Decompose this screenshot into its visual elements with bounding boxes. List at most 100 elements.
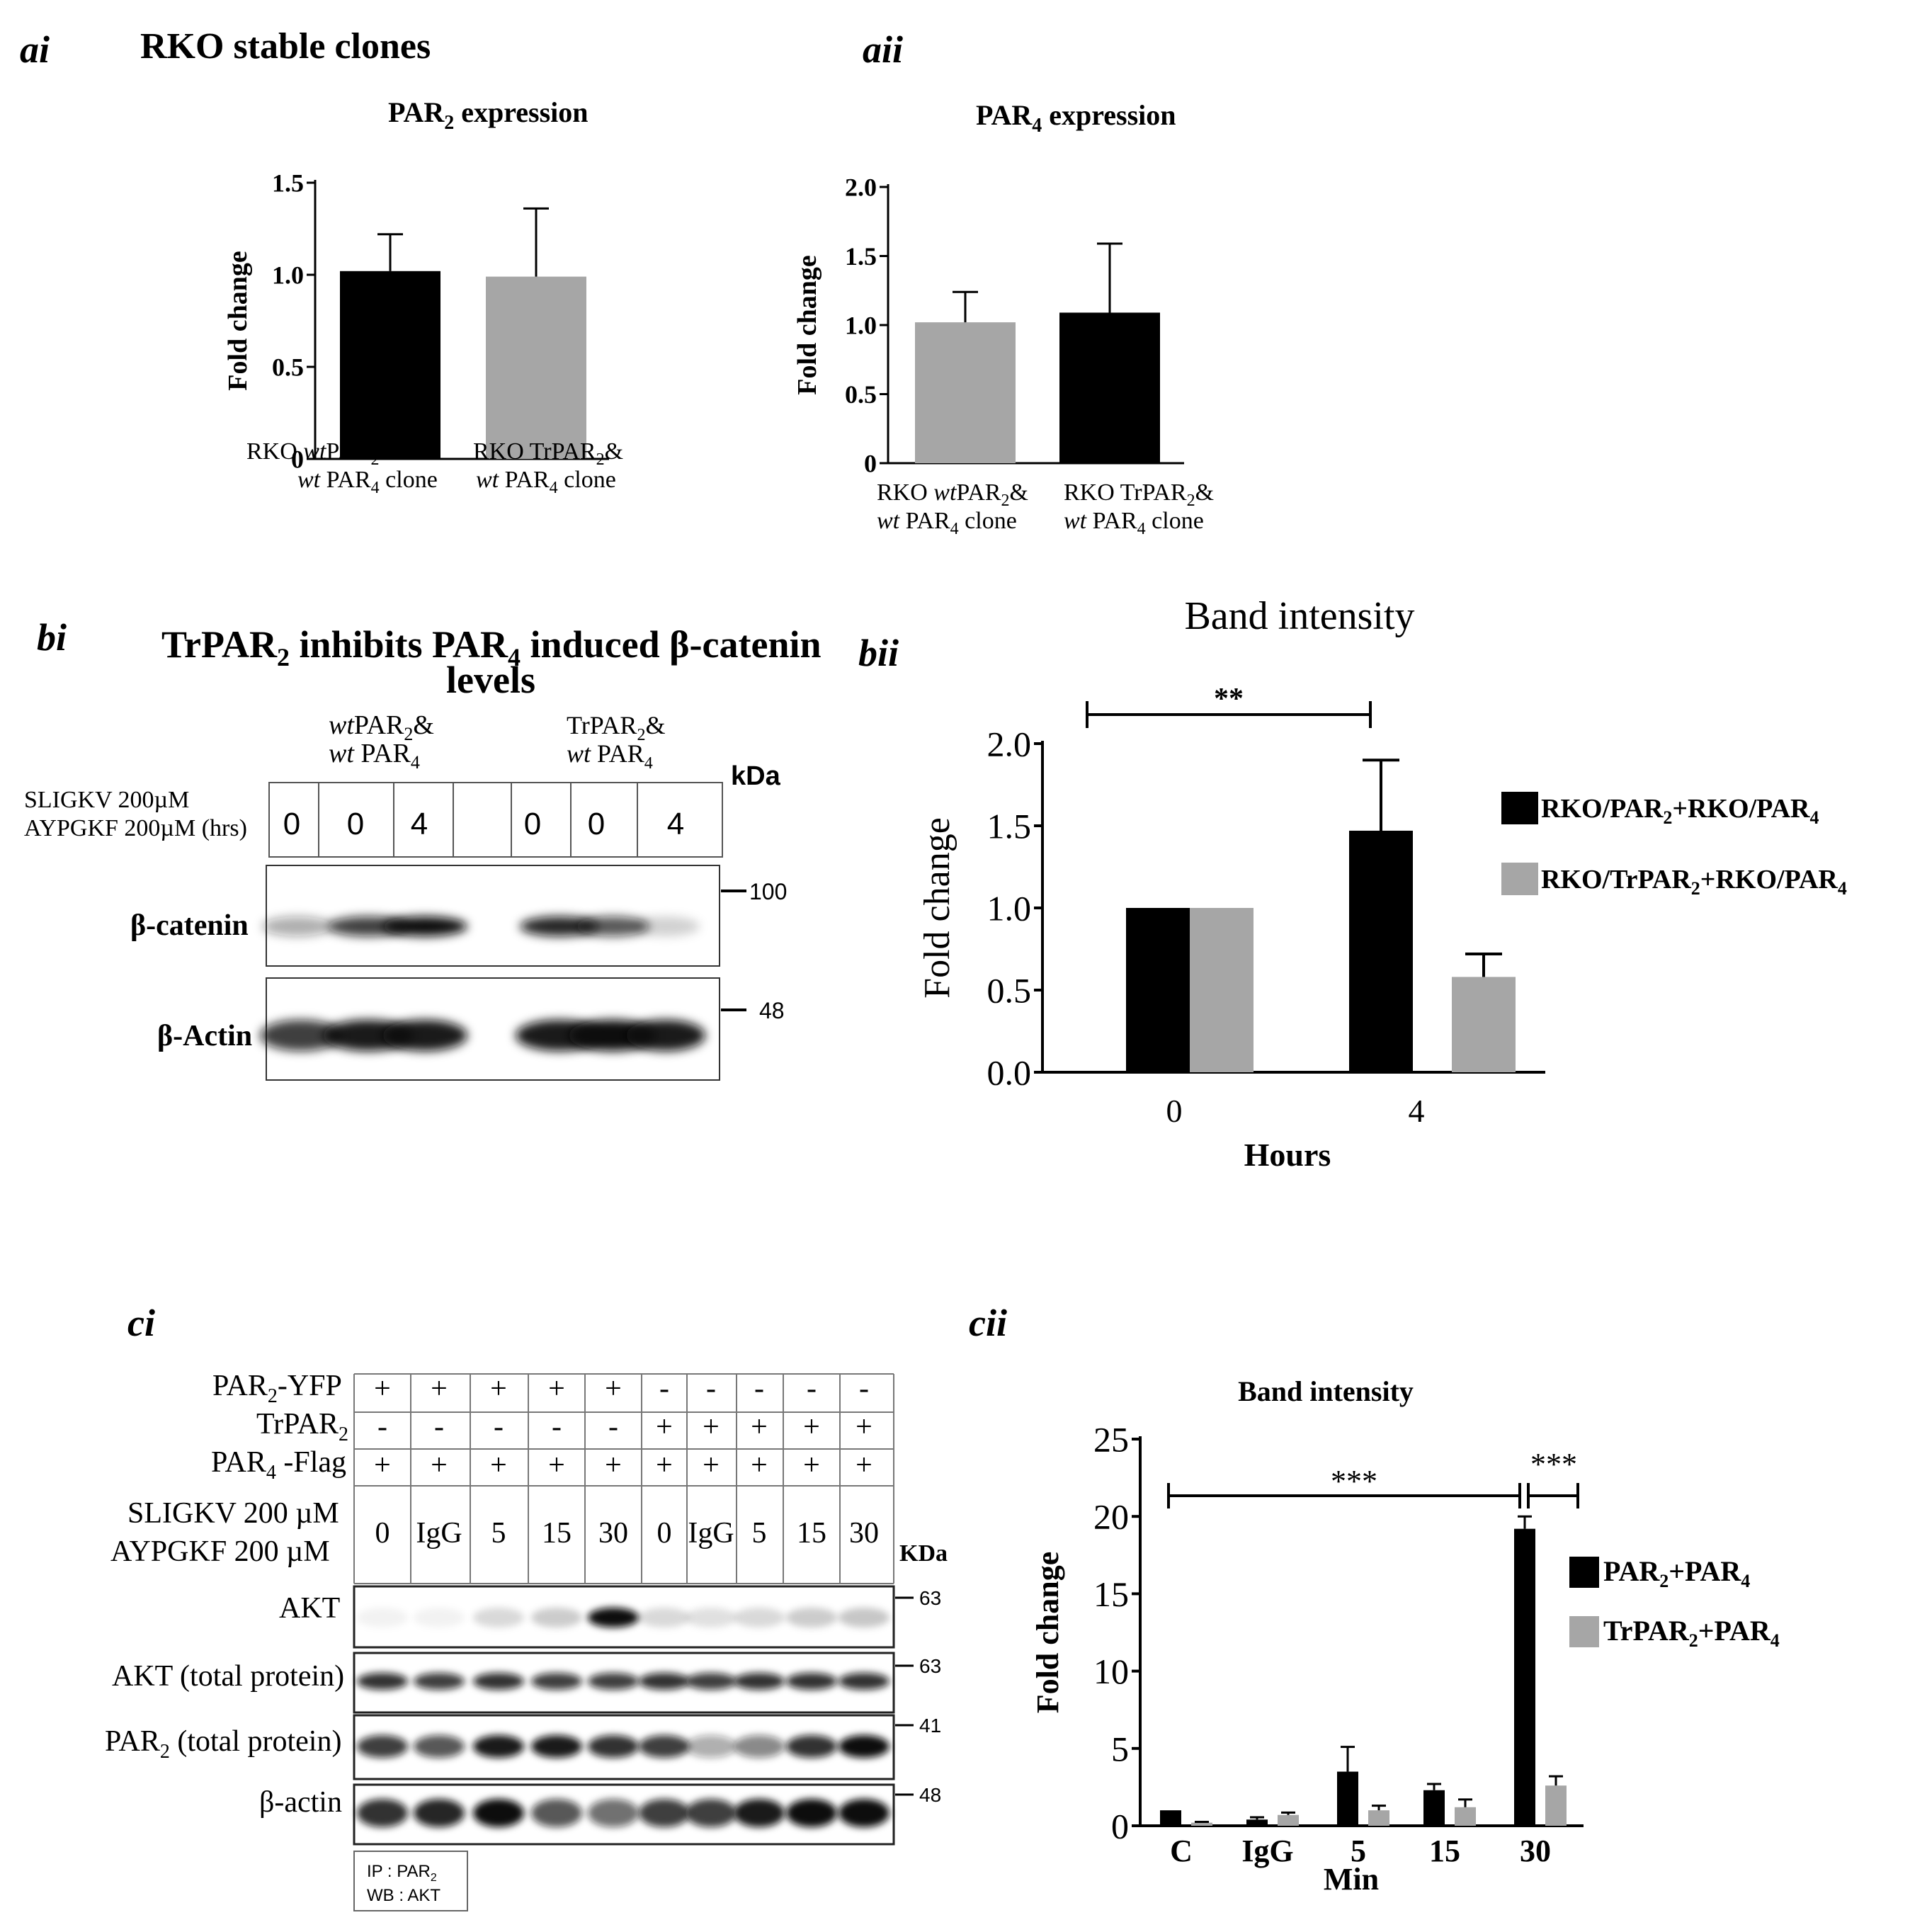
blot-band [639,1735,690,1758]
bi-group1-line1: wtPAR2& [329,710,434,744]
bar [1349,830,1413,1072]
lane-label: 5 [491,1517,506,1550]
condition-sign: - [659,1373,669,1405]
blot-band [588,1608,639,1627]
chart-title-ai: PAR2 expression [388,96,589,134]
condition-sign: + [490,1449,507,1482]
lane-label: 0 [588,807,605,841]
condition-sign: + [656,1449,673,1482]
y-tick-label: 0.5 [987,971,1032,1011]
significance-label: ** [1214,683,1244,715]
bar [1191,1822,1212,1826]
ci-ip-line: IP : PAR2 [367,1862,437,1884]
bar [1423,1790,1445,1826]
y-tick-label: 20 [1093,1497,1129,1537]
bar [340,271,440,459]
blot-band [531,1608,582,1627]
blot-band [734,1608,785,1627]
blot-band [531,1673,582,1690]
blot-band [839,1608,889,1627]
bar [1278,1814,1299,1826]
bi-group2-line2: wt PAR4 [567,739,653,773]
x-tick-label: 30 [1520,1834,1551,1868]
ci-ip-box [353,1851,468,1911]
panel-letter-cii: cii [969,1302,1007,1344]
condition-sign: + [803,1449,820,1482]
bi-kda-label: kDa [731,761,781,791]
ci-row-trpar2: TrPAR2 [256,1408,348,1445]
y-tick-label: 5 [1111,1729,1129,1768]
chart-title-cii: Band intensity [1238,1375,1414,1407]
condition-sign: + [605,1373,622,1405]
lane-label: 0 [657,1517,672,1550]
condition-sign: - [706,1373,716,1405]
blot-band [639,1673,690,1690]
y-tick-label: 1.5 [845,242,877,271]
x-tick-label: 15 [1429,1834,1460,1868]
bar [1337,1771,1358,1826]
condition-sign: + [548,1449,565,1482]
legend-label-1: RKO/PAR2+RKO/PAR4 [1541,794,1819,828]
blot-band [786,1799,837,1827]
chart-cii: Band intensity 0 5 10 15 20 25 Fold change C IgG 5… [1030,1375,1780,1897]
lane-label: 5 [752,1517,767,1550]
y-tick-label: 1.0 [987,889,1032,928]
legend-label-1: PAR2+PAR4 [1603,1555,1750,1591]
blot-band [588,1799,639,1827]
y-tick-label: 2.0 [845,174,877,202]
bar [1190,908,1254,1072]
condition-sign: - [552,1411,562,1443]
bi-group1-line2: wt PAR4 [329,739,420,773]
blot-band [686,1673,737,1690]
bi-lane-header: 0 0 4 0 0 4 [268,782,723,858]
marker-label: 48 [919,1784,941,1806]
y-tick-label: 1.0 [845,312,877,340]
bar [1452,977,1516,1072]
bar [1368,1810,1389,1826]
bi-treat2: AYPGKF 200µM (hrs) [24,815,247,841]
catenin-band [632,916,700,936]
x-tick-label: 5 [1351,1834,1366,1868]
y-tick-label: 0.0 [987,1053,1032,1093]
lane-label: 15 [542,1517,572,1550]
panel-letter-bii: bii [858,632,899,674]
y-tick-label: 0 [864,450,877,478]
bi-marker-100: 100 [749,879,787,904]
blot-band [686,1608,737,1627]
condition-sign: + [803,1411,820,1443]
blot-band [686,1799,737,1827]
blot-band [357,1735,408,1758]
blot-band [786,1735,837,1758]
bi-catenin-blot [266,865,720,967]
chart-title-aii: PAR4 expression [976,99,1176,137]
lane-label: 4 [411,807,428,841]
ai-cat2-line1: RKO TrPAR2& [473,438,623,469]
y-tick-label: 1.0 [272,261,304,290]
ci-treat1: SLIGKV 200 µM [127,1497,339,1530]
blot-band [734,1735,785,1758]
blot-band [357,1673,408,1690]
legend-label-2: TrPAR2+PAR4 [1603,1615,1780,1651]
aii-cat1-line1: RKO wtPAR2& [877,479,1028,510]
x-axis-label: Min [1324,1862,1379,1897]
condition-sign: - [494,1411,504,1443]
ci-wb-line: WB : AKT [367,1886,440,1905]
x-axis-label: Hours [1244,1137,1331,1173]
bar [1455,1807,1476,1826]
ci-row-beta-actin: β-actin [259,1786,342,1819]
blot-band [734,1673,785,1690]
y-tick-label: 25 [1093,1420,1129,1460]
y-tick-label: 15 [1093,1574,1129,1614]
y-axis-label: Fold change [917,817,957,999]
ci-blots: 63 63 41 48 [353,1585,941,1846]
catenin-band [382,916,467,936]
marker-label: 63 [919,1655,941,1677]
legend-swatch [1501,863,1538,895]
y-tick-label: 0.5 [845,380,877,409]
heading-rko-stable-clones: RKO stable clones [140,26,431,67]
y-tick-label: 1.5 [987,807,1032,846]
panel-letter-bi: bi [37,616,67,659]
bar [1545,1785,1567,1826]
condition-sign: - [608,1411,618,1443]
x-tick-label: 0 [1166,1093,1183,1129]
